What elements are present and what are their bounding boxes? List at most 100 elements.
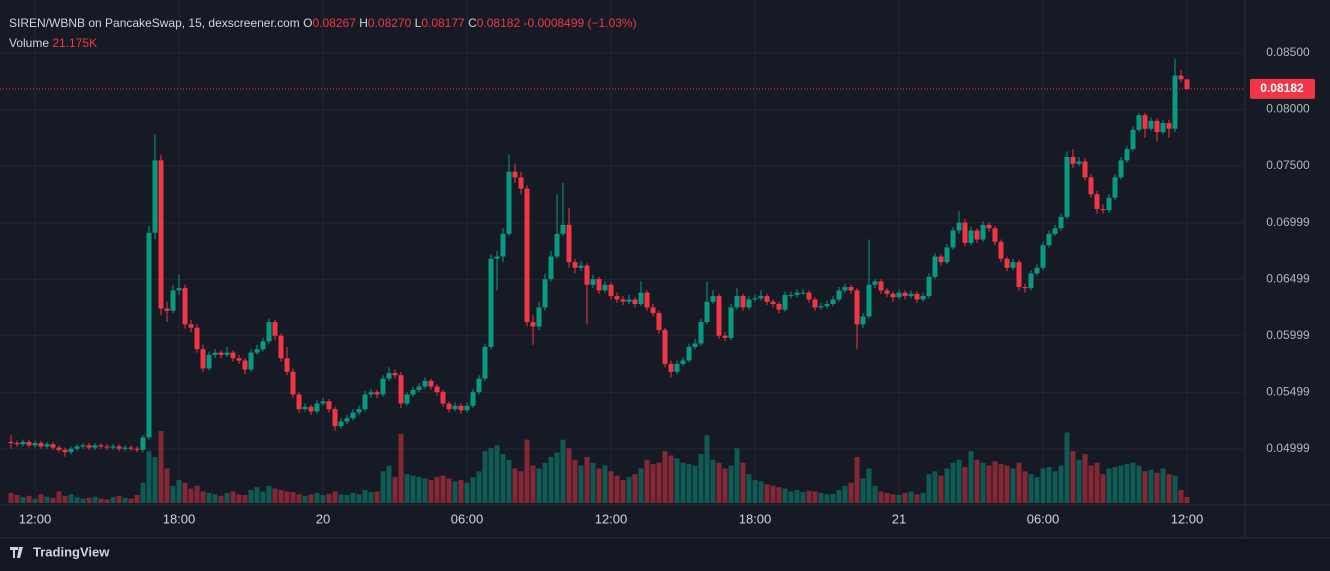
candle-body bbox=[1022, 287, 1028, 289]
candle-body bbox=[842, 287, 848, 291]
candle-body bbox=[1124, 149, 1130, 161]
candle-body bbox=[1142, 115, 1148, 129]
candle-body bbox=[944, 247, 950, 263]
candle-body bbox=[830, 299, 836, 304]
volume-bar bbox=[176, 479, 182, 503]
candle-body bbox=[242, 360, 248, 370]
candle-body bbox=[968, 230, 974, 243]
candle-body bbox=[962, 222, 968, 243]
candle-body bbox=[1148, 120, 1154, 129]
volume-bar bbox=[32, 498, 38, 503]
volume-bar bbox=[1184, 496, 1190, 503]
volume-bar bbox=[56, 491, 62, 503]
volume-bar bbox=[1046, 467, 1052, 503]
candle-body bbox=[1070, 156, 1076, 164]
volume-bar bbox=[764, 484, 770, 503]
volume-bar bbox=[662, 451, 668, 503]
volume-bar bbox=[716, 462, 722, 503]
volume-bar bbox=[1172, 475, 1178, 503]
volume-bar bbox=[974, 459, 980, 503]
volume-bar bbox=[1124, 464, 1130, 503]
candle-body bbox=[1076, 161, 1082, 164]
candle-body bbox=[452, 405, 458, 410]
volume-bar bbox=[458, 479, 464, 503]
candle-body bbox=[302, 406, 308, 410]
volume-bar bbox=[896, 494, 902, 503]
volume-bar bbox=[260, 491, 266, 503]
candle-body bbox=[74, 446, 80, 449]
candle-body bbox=[248, 352, 254, 370]
candle-body bbox=[686, 346, 692, 361]
candle-body bbox=[914, 293, 920, 300]
volume-bar bbox=[824, 494, 830, 503]
volume-bar bbox=[542, 462, 548, 503]
volume-bar bbox=[236, 494, 242, 503]
volume-bar bbox=[986, 465, 992, 503]
volume-bar bbox=[656, 462, 662, 503]
candle-body bbox=[1064, 156, 1070, 217]
candle-body bbox=[1028, 273, 1034, 289]
candle-body bbox=[1040, 245, 1046, 268]
volume-bar bbox=[578, 465, 584, 503]
candle-body bbox=[836, 290, 842, 300]
volume-bar bbox=[416, 477, 422, 503]
volume-bar bbox=[554, 452, 560, 503]
candle-body bbox=[356, 409, 362, 413]
volume-bar bbox=[1022, 471, 1028, 503]
candle-body bbox=[416, 386, 422, 390]
volume-bar bbox=[1040, 468, 1046, 503]
legend: SIREN/WBNB on PancakeSwap, 15, dexscreen… bbox=[9, 13, 637, 53]
volume-bar bbox=[704, 435, 710, 503]
volume-bar bbox=[122, 497, 128, 503]
volume-bar bbox=[968, 451, 974, 503]
x-tick-label: 06:00 bbox=[1027, 511, 1060, 526]
candle-layer bbox=[8, 58, 1190, 457]
candle-body bbox=[140, 437, 146, 450]
volume-bar bbox=[350, 492, 356, 503]
high-value: 0.08270 bbox=[367, 16, 412, 30]
volume-bar bbox=[50, 497, 56, 503]
candle-body bbox=[698, 322, 704, 344]
candle-body bbox=[128, 447, 134, 449]
volume-bar bbox=[518, 471, 524, 503]
legend-row: Volume 21.175K bbox=[9, 33, 637, 53]
volume-bar bbox=[938, 475, 944, 503]
candle-body bbox=[926, 276, 932, 297]
candle-body bbox=[362, 394, 368, 410]
candle-body bbox=[1154, 120, 1160, 133]
y-tick-label: 0.05499 bbox=[1266, 384, 1310, 398]
brand-name: TradingView bbox=[33, 544, 110, 559]
candle-body bbox=[710, 296, 716, 302]
candle-body bbox=[332, 409, 338, 427]
candle-body bbox=[1178, 75, 1184, 80]
candle-body bbox=[518, 177, 524, 189]
candle-body bbox=[626, 299, 632, 302]
volume-bar bbox=[866, 468, 872, 503]
candle-body bbox=[98, 445, 104, 447]
volume-bar bbox=[1016, 462, 1022, 503]
candle-body bbox=[638, 292, 644, 304]
candle-body bbox=[272, 322, 278, 336]
candle-body bbox=[314, 403, 320, 412]
volume-bar bbox=[26, 495, 32, 503]
candle-body bbox=[662, 329, 668, 364]
y-tick-label: 0.07500 bbox=[1266, 158, 1310, 172]
candle-body bbox=[716, 296, 722, 336]
candle-body bbox=[260, 341, 266, 350]
candle-body bbox=[956, 222, 962, 231]
volume-bar bbox=[1148, 469, 1154, 503]
candle-body bbox=[812, 299, 818, 308]
volume-bar bbox=[1112, 467, 1118, 503]
candle-body bbox=[746, 299, 752, 308]
candle-body bbox=[116, 446, 122, 449]
volume-bar bbox=[434, 477, 440, 503]
candle-body bbox=[446, 403, 452, 410]
candle-body bbox=[434, 386, 440, 393]
symbol: SIREN/WBNB on PancakeSwap, 15, dexscreen… bbox=[9, 16, 300, 30]
candle-body bbox=[1118, 160, 1124, 178]
x-tick-label: 21 bbox=[892, 511, 906, 526]
candle-body bbox=[1100, 209, 1106, 211]
volume-bar bbox=[596, 468, 602, 503]
candle-body bbox=[770, 301, 776, 304]
